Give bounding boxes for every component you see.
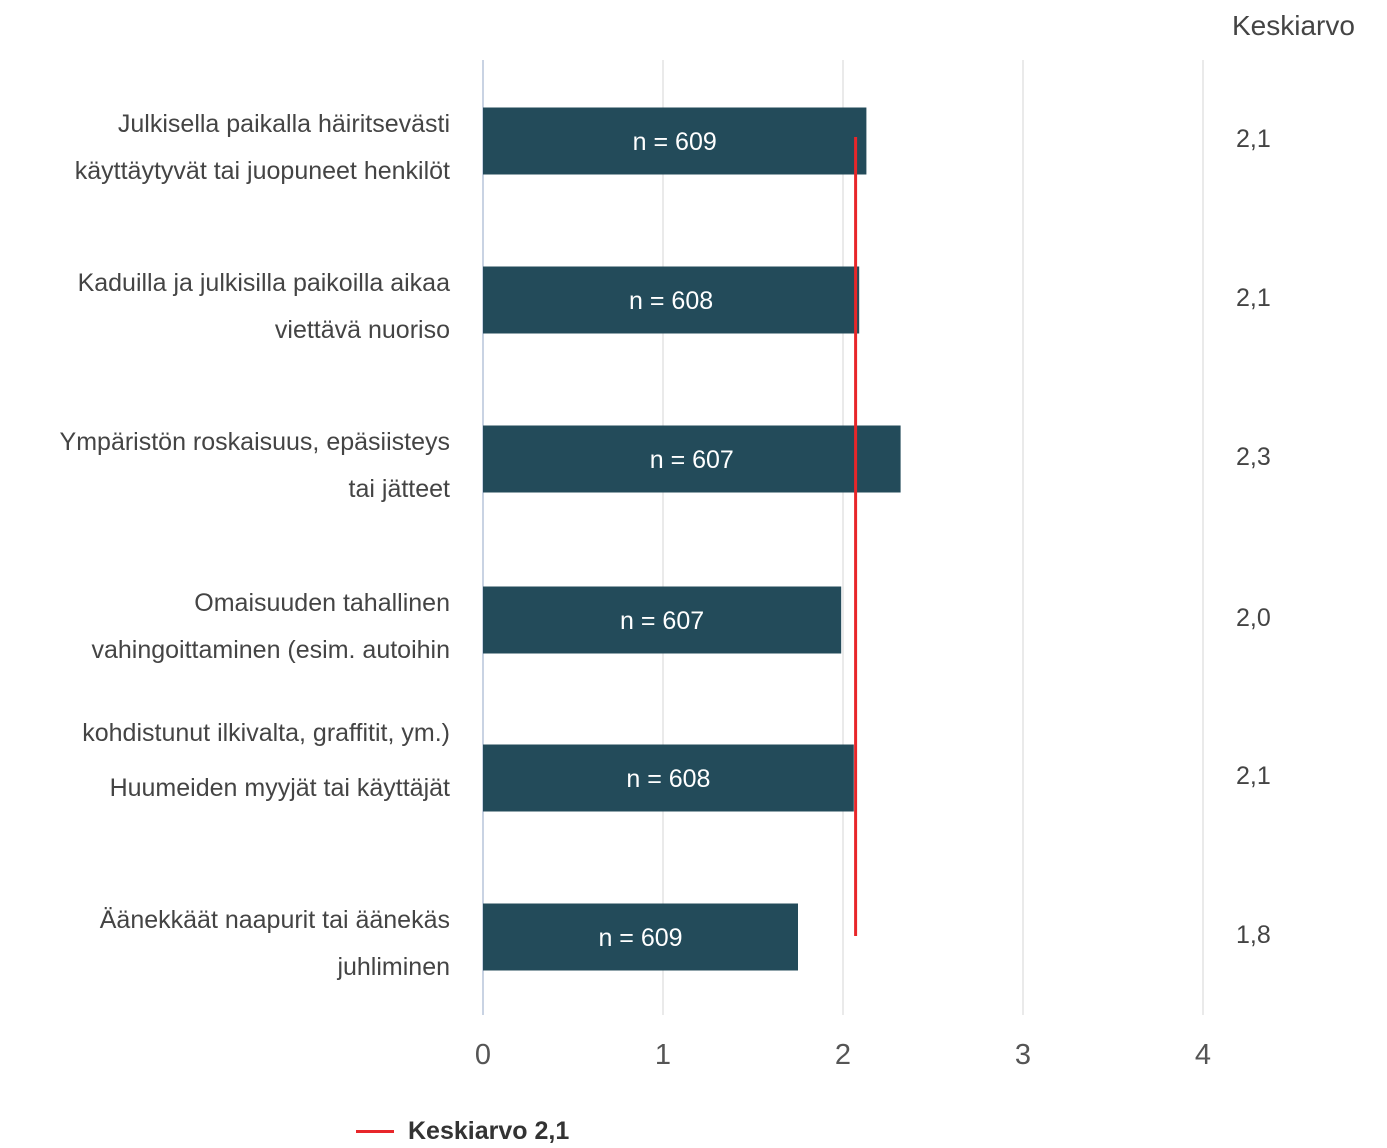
bar-label-2: n = 608 — [629, 287, 713, 315]
x-tick-label-2: 2 — [835, 1039, 851, 1071]
category-label-6: Äänekkäät naapurit tai äänekäs juhliminen — [0, 897, 450, 991]
category-label-line: juhliminen — [337, 953, 450, 981]
legend: Keskiarvo 2,1 — [356, 1114, 569, 1148]
category-label-line: tai jätteet — [348, 475, 450, 503]
bar-label-6: n = 609 — [598, 924, 682, 952]
category-label-line: Äänekkäät naapurit tai äänekäs — [99, 906, 450, 934]
category-label-4: Omaisuuden tahallinen vahingoittaminen (e… — [0, 580, 450, 674]
bar-2 — [483, 266, 860, 334]
category-label-line: Omaisuuden tahallinen — [194, 589, 450, 617]
bar-4 — [483, 586, 842, 654]
category-label-2: Kaduilla ja julkisilla paikoilla aikaa vi… — [0, 260, 450, 354]
bar-1 — [483, 107, 867, 175]
mean-value-3: 2,3 — [1236, 443, 1271, 471]
legend-label: Keskiarvo 2,1 — [408, 1116, 570, 1145]
x-tick-label-0: 0 — [475, 1039, 491, 1071]
bar-label-4: n = 607 — [620, 607, 704, 635]
mean-value-6: 1,8 — [1236, 921, 1271, 949]
category-label-line: viettävä nuoriso — [274, 316, 450, 344]
category-label-line: Kaduilla ja julkisilla paikoilla aikaa — [77, 269, 450, 297]
category-label-line: Julkisella paikalla häiritsevästi — [117, 110, 450, 138]
category-label-line: Huumeiden myyjät tai käyttäjät — [109, 774, 450, 802]
category-label-line: kohdistunut ilkivalta, graffitit, ym.) — [82, 719, 450, 747]
x-tick-label-1: 1 — [655, 1039, 671, 1071]
category-label-line: Ympäristön roskaisuus, epäsiisteys — [59, 428, 450, 456]
mean-column-header: Keskiarvo — [1232, 10, 1355, 41]
bar-5 — [483, 744, 854, 812]
category-label-5: kohdistunut ilkivalta, graffitit, ym.) Hu… — [0, 706, 450, 816]
bar-label-5: n = 608 — [626, 765, 710, 793]
bar-label-1: n = 609 — [633, 128, 717, 156]
x-tick-label-3: 3 — [1015, 1039, 1031, 1071]
bar-6 — [483, 903, 798, 971]
legend-swatch-reference-line — [356, 1129, 394, 1133]
mean-value-1: 2,1 — [1236, 125, 1271, 153]
x-tick-label-4: 4 — [1195, 1039, 1211, 1071]
category-label-line: vahingoittaminen (esim. autoihin — [91, 636, 450, 664]
category-label-line: käyttäytyvät tai juopuneet henkilöt — [74, 157, 450, 185]
mean-value-5: 2,1 — [1236, 762, 1271, 790]
bar-3 — [483, 425, 901, 493]
mean-value-2: 2,1 — [1236, 284, 1271, 312]
bar-label-3: n = 607 — [650, 446, 734, 474]
mean-value-4: 2,0 — [1236, 604, 1271, 632]
category-label-3: Ympäristön roskaisuus, epäsiisteys tai jä… — [0, 419, 450, 513]
category-label-1: Julkisella paikalla häiritsevästi käyttäy… — [0, 101, 450, 195]
